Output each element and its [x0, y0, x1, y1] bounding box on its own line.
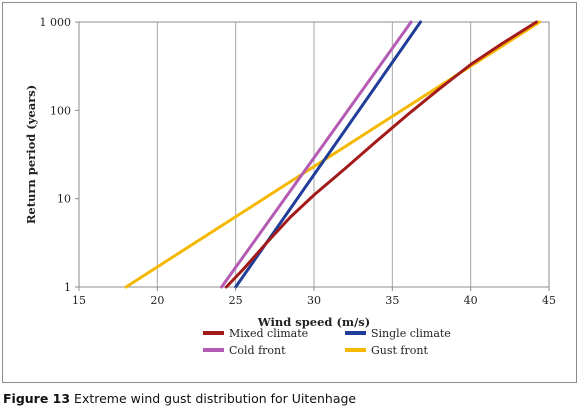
grid-lines [156, 22, 472, 287]
series-lines [124, 20, 542, 289]
chart-frame: 15 20 25 30 35 40 45 1 10 100 1 000 Wind speed (m/… [2, 2, 577, 383]
x-tick-label: 20 [150, 294, 164, 307]
legend-label-single-climate: Single climate [371, 327, 451, 340]
wind-gust-chart: 15 20 25 30 35 40 45 1 10 100 1 000 Wind speed (m/… [24, 16, 557, 357]
x-tick-label: 40 [464, 294, 478, 307]
x-tick-label: 45 [542, 294, 556, 307]
legend-label-cold-front: Cold front [229, 344, 286, 357]
x-tick-label: 35 [385, 294, 399, 307]
series-line-gust-front [124, 20, 542, 289]
figure-caption: Figure 13 Extreme wind gust distribution… [3, 391, 356, 406]
figure-caption-text: Extreme wind gust distribution for Uiten… [74, 391, 357, 406]
legend-label-mixed-climate: Mixed climate [229, 327, 308, 340]
x-tick-label: 25 [229, 294, 243, 307]
y-tick-label: 100 [50, 104, 71, 117]
x-tick-label: 30 [307, 294, 321, 307]
axis-ticks: 15 20 25 30 35 40 45 1 10 100 1 000 [40, 16, 557, 307]
legend: Mixed climate Single climate Cold front Gus… [203, 327, 451, 357]
y-axis-title: Return period (years) [24, 85, 38, 224]
x-axis-title: Wind speed (m/s) [257, 315, 370, 329]
legend-label-gust-front: Gust front [371, 344, 428, 357]
y-tick-label: 1 000 [40, 16, 72, 29]
y-tick-label: 10 [57, 193, 71, 206]
figure-number: Figure 13 [3, 391, 71, 406]
x-tick-label: 15 [72, 294, 86, 307]
series-line-mixed-climate [224, 20, 538, 289]
series-line-cold-front [220, 20, 413, 289]
y-tick-label: 1 [64, 281, 71, 294]
